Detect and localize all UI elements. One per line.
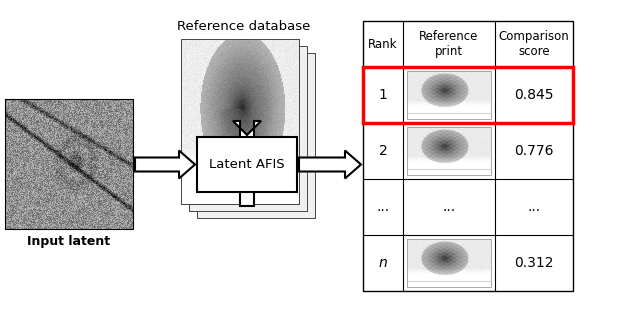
Text: ...: ... — [527, 200, 541, 214]
Text: Reference database: Reference database — [177, 20, 310, 33]
Text: Input latent: Input latent — [28, 235, 111, 248]
Text: Reference
print: Reference print — [419, 30, 479, 58]
Text: ...: ... — [442, 200, 456, 214]
Text: 0.845: 0.845 — [515, 88, 554, 102]
Text: ...: ... — [376, 200, 390, 214]
Bar — [407, 239, 491, 287]
Bar — [197, 53, 315, 218]
Text: Latent AFIS: Latent AFIS — [209, 158, 285, 171]
Text: 0.776: 0.776 — [515, 144, 554, 158]
Bar — [363, 67, 573, 123]
Bar — [181, 39, 299, 204]
Polygon shape — [135, 150, 195, 179]
Bar — [363, 21, 573, 291]
Text: 0.312: 0.312 — [515, 256, 554, 270]
Text: 1: 1 — [379, 88, 387, 102]
Polygon shape — [299, 150, 361, 179]
Bar — [407, 71, 491, 119]
Text: n: n — [379, 256, 387, 270]
Text: Comparison
score: Comparison score — [499, 30, 570, 58]
Bar — [181, 39, 299, 204]
Bar — [5, 99, 133, 229]
Bar — [189, 46, 307, 211]
Text: Rank: Rank — [368, 38, 397, 50]
Text: 2: 2 — [379, 144, 387, 158]
Bar — [407, 127, 491, 175]
Polygon shape — [233, 121, 261, 206]
Bar — [197, 137, 297, 192]
